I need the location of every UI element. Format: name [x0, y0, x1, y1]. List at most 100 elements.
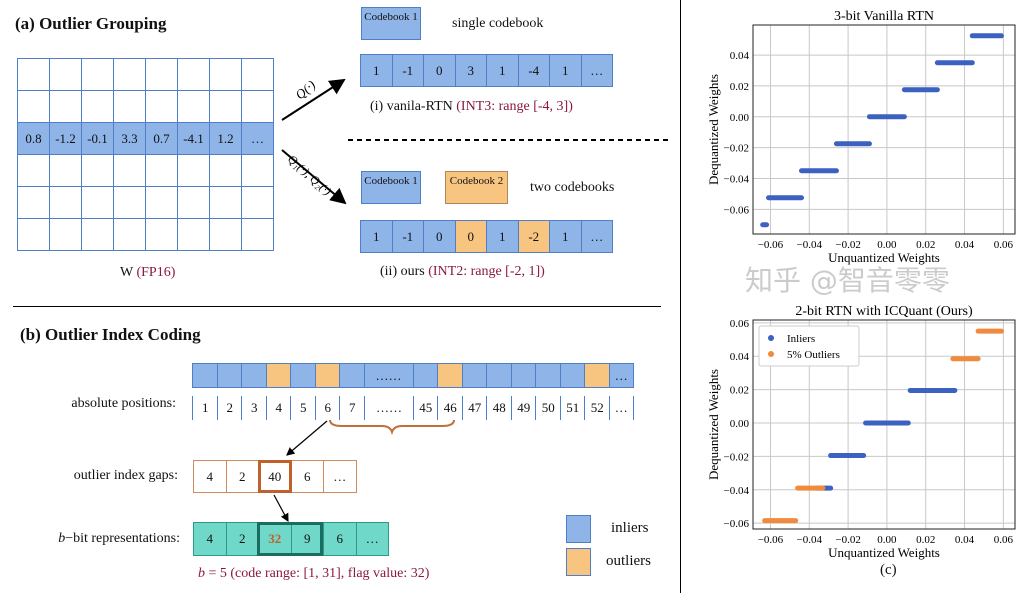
position-cell: 4 — [265, 396, 292, 420]
matrix-value-cell: … — [241, 122, 274, 155]
code-cell: 6 — [323, 522, 357, 556]
two-codebooks-label: two codebooks — [530, 180, 615, 195]
part-a-title: (a) Outlier Grouping — [15, 14, 167, 33]
matrix-value-cell: -1.2 — [49, 122, 82, 155]
position-cell: 45 — [412, 396, 439, 420]
matrix-cell — [17, 90, 50, 123]
matrix-cell — [177, 58, 210, 91]
matrix-cell — [81, 218, 114, 251]
outlier-block — [584, 363, 610, 388]
quantized-cell: -1 — [391, 220, 424, 253]
quantized-cell: 1 — [360, 54, 393, 87]
matrix-type: (FP16) — [136, 265, 176, 280]
gap-brace — [329, 419, 455, 436]
quantized-cell: 1 — [360, 220, 393, 253]
legend-marker — [768, 335, 774, 341]
position-cell: 3 — [241, 396, 267, 420]
y-tick-label: −0.02 — [724, 451, 749, 463]
y-tick-label: 0.06 — [730, 318, 750, 330]
position-cell: … — [608, 396, 634, 420]
vertical-divider — [680, 0, 681, 593]
inlier-block — [412, 363, 438, 388]
caption-text: = 5 (code range: [1, 31], flag value: 32… — [205, 566, 430, 581]
quantized-cell: 0 — [423, 54, 456, 87]
y-tick-label: 0.04 — [730, 351, 750, 363]
inlier-block — [192, 363, 218, 388]
x-tick-label: −0.02 — [835, 239, 860, 251]
matrix-value-cell: 3.3 — [113, 122, 146, 155]
x-tick-label: −0.04 — [797, 239, 823, 251]
matrix-cell — [145, 218, 178, 251]
inlier-block: …… — [363, 363, 414, 388]
quantized-cell: -4 — [517, 54, 550, 87]
y-tick-label: 0.00 — [730, 418, 750, 430]
y-tick-label: −0.04 — [724, 485, 750, 497]
code-cell: 2 — [225, 522, 259, 556]
y-tick-label: 0.02 — [730, 385, 749, 397]
x-tick-label: 0.02 — [916, 534, 935, 546]
arrows-b — [273, 419, 455, 523]
code-cell: 4 — [193, 522, 227, 556]
legend-inliers-label: inliers — [611, 520, 649, 536]
matrix-value-cell: 0.7 — [145, 122, 178, 155]
x-axis-label: Unquantized Weights — [828, 250, 940, 265]
caption-ii-range: (INT2: range [-2, 1]) — [428, 264, 545, 279]
matrix-cell — [49, 218, 82, 251]
matrix-cell — [177, 154, 210, 187]
inlier-block — [461, 363, 487, 388]
y-axis-label: Dequantized Weights — [706, 74, 721, 185]
arrow-to-codes — [273, 494, 289, 523]
arrow2-label: Q₁(·), Q₂(·) — [285, 152, 334, 198]
outlier-block — [437, 363, 463, 388]
caption-i: (i) vanila-RTN (INT3: range [-4, 3]) — [370, 99, 573, 115]
y-tick-label: −0.06 — [724, 204, 750, 216]
quantized-cell: 3 — [454, 54, 487, 87]
axes-frame — [752, 319, 1016, 530]
y-tick-label: 0.04 — [730, 50, 750, 62]
legend-marker — [768, 351, 774, 357]
horizontal-divider — [13, 306, 661, 307]
matrix-cell — [209, 58, 242, 91]
gap-cell: 6 — [290, 460, 324, 493]
outlier-block — [314, 363, 340, 388]
weight-matrix: 0.8 -1.2 -0.1 3.3 0.7 -4.1 1.2… — [17, 58, 274, 251]
arrow-two — [281, 149, 347, 205]
x-tick-label: −0.06 — [758, 239, 784, 251]
position-cell: 51 — [559, 396, 586, 420]
matrix-cell — [113, 90, 146, 123]
gaps-label: outlier index gaps: — [73, 468, 178, 483]
matrix-cell — [241, 90, 274, 123]
position-cell: 47 — [461, 396, 488, 420]
watermark: 知乎 @智音零零 — [745, 264, 950, 297]
chart-title: 2-bit RTN with ICQuant (Ours) — [795, 304, 973, 319]
matrix-cell — [241, 58, 274, 91]
legend-box — [758, 325, 860, 367]
x-axis-label: Unquantized Weights — [828, 545, 940, 560]
quantized-cell: 1 — [486, 220, 519, 253]
bbit-text: −bit representations: — [65, 531, 180, 546]
gap-cell: … — [323, 460, 357, 493]
y-tick-label: −0.04 — [724, 173, 750, 185]
x-tick-label: −0.02 — [835, 534, 860, 546]
x-tick-label: −0.04 — [797, 534, 823, 546]
codebook-2: Codebook 2 — [445, 171, 508, 204]
y-tick-label: 0.02 — [730, 81, 749, 93]
gap-cell: 40 — [258, 460, 292, 493]
y-tick-label: 0.00 — [730, 112, 750, 124]
x-tick-label: 0.00 — [877, 534, 897, 546]
x-tick-label: −0.06 — [758, 534, 784, 546]
inlier-block — [241, 363, 267, 388]
caption-var: b — [198, 566, 205, 581]
codebook-1: Codebook 1 — [361, 171, 421, 204]
matrix-cell — [209, 90, 242, 123]
inlier-block: … — [608, 363, 634, 388]
position-cell: 7 — [339, 396, 365, 420]
x-tick-label: 0.02 — [916, 239, 935, 251]
x-tick-label: 0.04 — [955, 534, 975, 546]
matrix-cell — [241, 218, 274, 251]
quantized-cell: … — [580, 220, 613, 253]
bbit-var: b — [58, 531, 66, 546]
matrix-cell — [113, 154, 146, 187]
bbit-label: b−bit representations: — [58, 531, 180, 547]
